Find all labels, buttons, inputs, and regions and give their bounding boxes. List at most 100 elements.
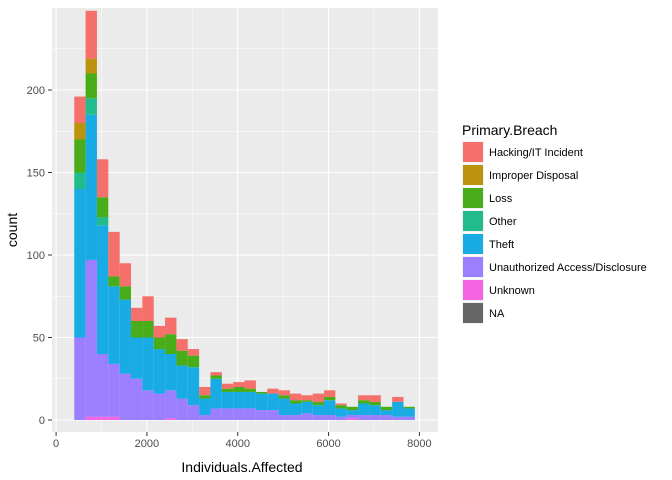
bar-segment: Theft: 9: [324, 400, 336, 416]
bar-segment: Hacking/IT Incident: 8: [131, 307, 143, 321]
bar-segment: Loss: 10: [142, 321, 154, 338]
bar-segment: Unauthorized Access/Disclosure: 18: [142, 390, 154, 420]
bar-segment: Hacking/IT Incident: 7: [176, 339, 188, 351]
bar-segment: Loss: 2: [278, 395, 290, 399]
legend-key-swatch: [463, 165, 483, 185]
legend-label: NA: [489, 308, 505, 320]
bar-segment: Theft: 22: [165, 354, 177, 391]
bar-segment: Theft: 6: [312, 405, 325, 416]
y-tick-label: 100: [27, 250, 45, 262]
bar-segment: Theft: 10: [244, 391, 256, 409]
bar-segment: Theft: 10: [267, 393, 279, 411]
bar-segment: Loss: 2: [289, 400, 302, 404]
bar-segment: Loss: 2: [358, 400, 370, 404]
bar-segment: Theft: 3: [380, 410, 393, 416]
bar-segment: Hacking/IT Incident: 15: [142, 296, 154, 321]
bar-segment: Unknown: 2: [85, 416, 97, 420]
bar-segment: Hacking/IT Incident: 23: [96, 159, 109, 198]
legend: Primary.Breach Hacking/IT Incident Improp…: [462, 122, 647, 324]
bar-segment: Theft: 32: [142, 337, 154, 391]
legend-label: Loss: [489, 193, 513, 205]
bar-segment: Hacking/IT Incident: 4: [187, 349, 200, 356]
bar-segment: Unauthorized Access/Disclosure: 3: [324, 415, 336, 420]
bar-segment: Hacking/IT Incident: 2: [210, 372, 222, 376]
bar-segment: Hacking/IT Incident: 5: [312, 393, 325, 402]
bar-segment: Unauthorized Access/Disclosure: 3: [289, 415, 302, 420]
bar-segment: Theft: 88: [85, 114, 97, 260]
bar-segment: Unauthorized Access/Disclosure: 16: [153, 393, 166, 420]
bar-segment: Improper Disposal: 9: [85, 58, 97, 74]
bar-segment: Hacking/IT Incident: 5: [244, 380, 256, 389]
bar-segment: Hacking/IT Incident: 10: [165, 317, 177, 335]
bar-segment: Unauthorized Access/Disclosure: 4: [301, 413, 313, 420]
bar-segment: Unauthorized Access/Disclosure: 7: [210, 408, 222, 420]
bar-segment: Loss: 2: [335, 405, 347, 409]
bar-segment: Unknown: 2: [108, 416, 120, 420]
bar-segment: Theft: 6: [369, 405, 381, 416]
legend-key-swatch: [463, 280, 483, 300]
bar-segment: Hacking/IT Incident: 29: [85, 10, 97, 59]
bars-layer: Unauthorized Access/Disclosure: 50 Theft:…: [74, 10, 415, 420]
bar-segment: Unauthorized Access/Disclosure: 25: [131, 378, 143, 420]
x-tick-label: 0: [53, 438, 59, 450]
bar-segment: Theft: 7: [358, 403, 370, 416]
legend-key-swatch: [463, 303, 483, 323]
bar-segment: Hacking/IT Incident: 3: [278, 390, 290, 396]
y-tick-label: 200: [27, 85, 45, 97]
bar-segment: Theft: 7: [301, 401, 313, 414]
bar-segment: Loss: 20: [74, 139, 86, 173]
bar-segment: Hacking/IT Incident: 3: [267, 388, 279, 394]
y-axis: 0 50 100 150 200: [27, 85, 52, 427]
bar-segment: Unauthorized Access/Disclosure: 2: [335, 416, 347, 420]
x-axis-title: Individuals.Affected: [181, 459, 302, 475]
x-axis: 0 2000 4000 6000 8000: [53, 432, 432, 450]
bar-segment: Hacking/IT Incident: 3: [358, 395, 370, 401]
bar-segment: Unauthorized Access/Disclosure: 50: [74, 337, 86, 420]
bar-segment: Loss: 7: [153, 337, 166, 350]
bar-segment: Theft: 10: [233, 391, 245, 409]
bar-segment: Unauthorized Access/Disclosure: 7: [244, 408, 256, 420]
x-tick-label: 2000: [135, 438, 159, 450]
bar-segment: Unauthorized Access/Disclosure: 2: [403, 416, 415, 420]
y-tick-label: 150: [27, 168, 45, 180]
bar-segment: Theft: 9: [392, 401, 404, 417]
bar-segment: Theft: 5: [335, 408, 347, 417]
bar-segment: Unauthorized Access/Disclosure: 13: [176, 398, 188, 420]
bar-segment: Loss: 3: [233, 387, 245, 392]
legend-key-swatch: [463, 142, 483, 162]
bar-segment: Theft: 18: [210, 378, 222, 409]
bar-segment: Theft: 23: [187, 367, 200, 406]
bar-segment: Unauthorized Access/Disclosure: 3: [380, 415, 393, 420]
bar-segment: Loss: 1: [403, 406, 415, 409]
bar-segment: Hacking/IT Incident: 27: [108, 231, 120, 277]
bar-segment: Hacking/IT Incident: 4: [289, 393, 302, 401]
legend-label: Theft: [489, 239, 514, 251]
bar-segment: Loss: 2: [324, 396, 336, 401]
legend-label: Other: [489, 216, 517, 228]
bar-segment: Unauthorized Access/Disclosure: 28: [119, 373, 132, 420]
bar-segment: Theft: 45: [119, 299, 132, 374]
bar-segment: Theft: 10: [199, 398, 211, 416]
bar-segment: Loss: 2: [210, 375, 222, 379]
bar-segment: Hacking/IT Incident: 3: [221, 383, 234, 389]
bar-segment: Theft: 25: [131, 337, 143, 379]
bar-segment: Hacking/IT Incident: 3: [233, 382, 245, 387]
legend-key-swatch: [463, 211, 483, 231]
legend-items: Hacking/IT Incident Improper Disposal Loss…: [462, 141, 647, 324]
bar-segment: Other: 5: [96, 217, 109, 226]
bar-segment: Theft: 27: [153, 349, 166, 394]
bar-segment: Unauthorized Access/Disclosure: 95: [85, 259, 97, 417]
bar-segment: Loss: 10: [131, 321, 143, 338]
bar-segment: Theft: 10: [255, 393, 268, 411]
x-tick-label: 6000: [316, 438, 340, 450]
x-tick-label: 4000: [225, 438, 249, 450]
legend-key-swatch: [463, 234, 483, 254]
bar-segment: Unknown: 1: [165, 418, 177, 420]
bar-segment: Unauthorized Access/Disclosure: 17: [165, 390, 177, 419]
y-tick-label: 50: [33, 333, 45, 345]
bar-segment: Loss: 1: [255, 391, 268, 394]
bar-segment: Hacking/IT Incident: 5: [199, 387, 211, 396]
bar-segment: Loss: 9: [176, 350, 188, 366]
y-tick-label: 0: [39, 415, 45, 427]
